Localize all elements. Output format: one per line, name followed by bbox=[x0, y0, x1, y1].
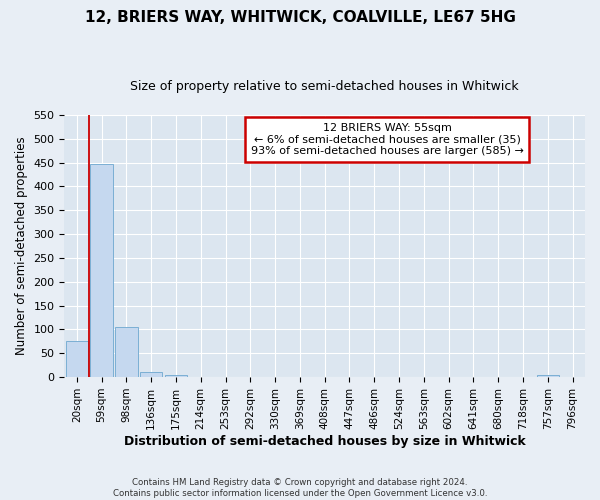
Text: Contains HM Land Registry data © Crown copyright and database right 2024.
Contai: Contains HM Land Registry data © Crown c… bbox=[113, 478, 487, 498]
Bar bbox=[91, 164, 113, 377]
Title: Size of property relative to semi-detached houses in Whitwick: Size of property relative to semi-detach… bbox=[130, 80, 519, 93]
Bar bbox=[65, 342, 88, 377]
X-axis label: Distribution of semi-detached houses by size in Whitwick: Distribution of semi-detached houses by … bbox=[124, 434, 526, 448]
Bar bbox=[536, 374, 559, 377]
Bar bbox=[115, 327, 137, 377]
Bar bbox=[140, 372, 163, 377]
Text: 12 BRIERS WAY: 55sqm
← 6% of semi-detached houses are smaller (35)
93% of semi-d: 12 BRIERS WAY: 55sqm ← 6% of semi-detach… bbox=[251, 123, 524, 156]
Bar bbox=[165, 374, 187, 377]
Text: 12, BRIERS WAY, WHITWICK, COALVILLE, LE67 5HG: 12, BRIERS WAY, WHITWICK, COALVILLE, LE6… bbox=[85, 10, 515, 25]
Y-axis label: Number of semi-detached properties: Number of semi-detached properties bbox=[15, 136, 28, 356]
